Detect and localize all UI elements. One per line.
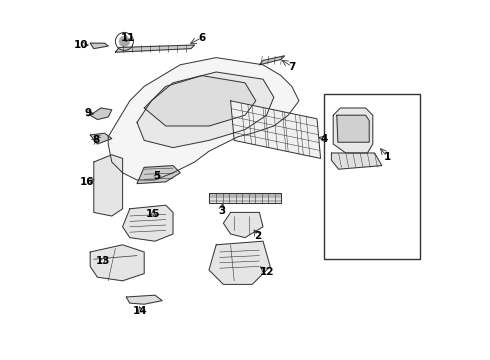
Text: 5: 5 <box>153 171 160 181</box>
Text: 10: 10 <box>74 40 89 50</box>
Polygon shape <box>223 212 263 238</box>
Polygon shape <box>331 153 382 169</box>
Polygon shape <box>90 245 144 281</box>
Polygon shape <box>122 205 173 241</box>
Bar <box>324 94 419 259</box>
Polygon shape <box>333 108 373 153</box>
Text: 14: 14 <box>133 306 148 316</box>
Polygon shape <box>90 108 112 120</box>
Polygon shape <box>137 72 274 148</box>
Polygon shape <box>94 155 122 216</box>
Polygon shape <box>209 193 281 203</box>
Polygon shape <box>231 101 320 158</box>
Polygon shape <box>337 115 369 142</box>
Text: 13: 13 <box>96 256 110 266</box>
Polygon shape <box>126 295 162 304</box>
Circle shape <box>119 36 130 47</box>
Text: 8: 8 <box>92 135 99 145</box>
Text: 12: 12 <box>259 267 274 277</box>
Polygon shape <box>259 56 285 65</box>
Text: 16: 16 <box>79 177 94 187</box>
Text: 15: 15 <box>146 209 160 219</box>
Polygon shape <box>116 45 195 52</box>
Text: 9: 9 <box>85 108 92 118</box>
Text: 6: 6 <box>198 33 205 43</box>
Text: 2: 2 <box>254 231 261 241</box>
Text: 3: 3 <box>218 206 225 216</box>
Polygon shape <box>209 241 270 284</box>
Polygon shape <box>108 58 299 180</box>
Polygon shape <box>144 76 256 126</box>
Text: 7: 7 <box>288 62 295 72</box>
Polygon shape <box>137 166 180 184</box>
Text: 4: 4 <box>320 134 328 144</box>
Polygon shape <box>90 43 108 49</box>
Text: 1: 1 <box>384 152 391 162</box>
Polygon shape <box>90 133 112 144</box>
Text: 11: 11 <box>121 33 135 43</box>
